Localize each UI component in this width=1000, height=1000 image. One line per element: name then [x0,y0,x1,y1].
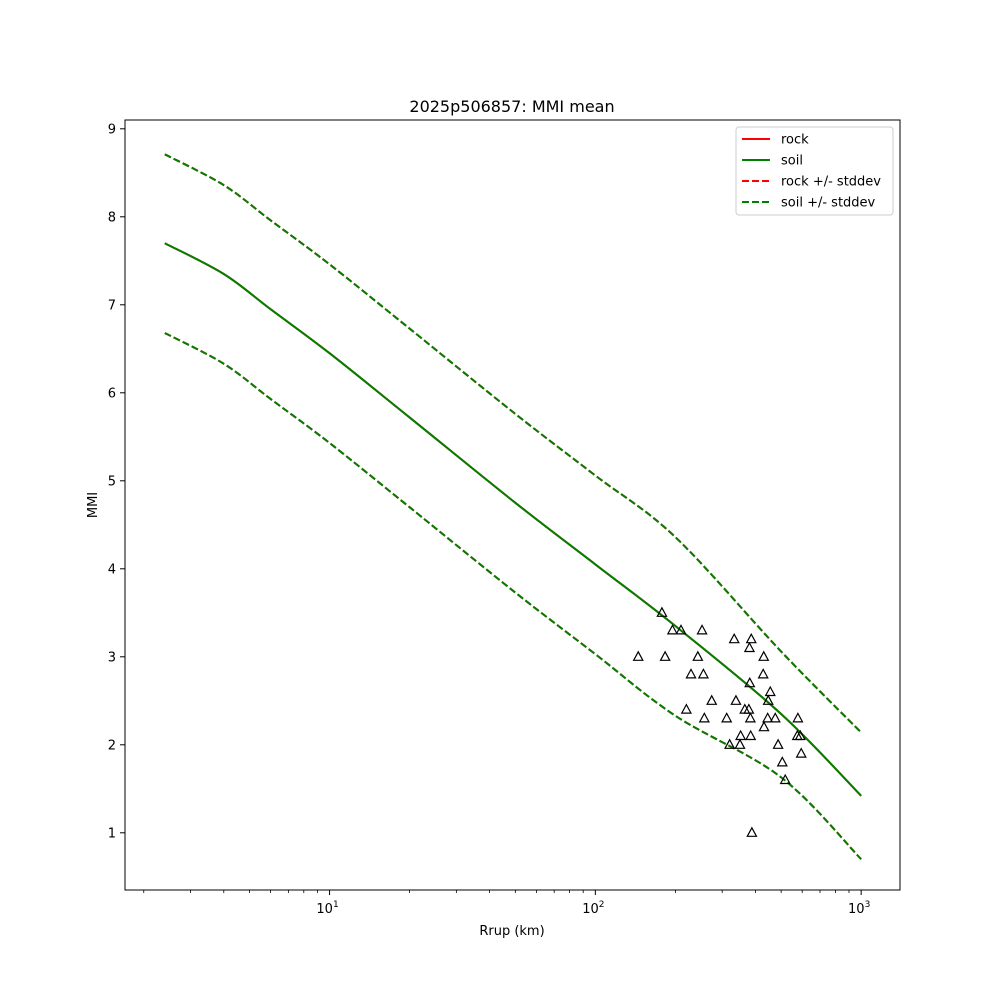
series-line-2 [164,242,862,797]
series-line-4-upper [164,153,862,734]
observation-point [692,650,704,661]
observation-point [794,729,806,741]
observation-point [698,712,710,723]
observation-point [764,685,776,697]
y-tick-label: 6 [108,386,116,401]
observation-point [758,650,770,661]
chart-title: 2025p506857: MMI mean [409,97,614,116]
series-line-4-lower [164,332,862,860]
observation-point [795,747,807,758]
x-tick-label: 103 [848,900,870,917]
observation-point [721,712,733,723]
x-tick-label: 102 [582,900,604,917]
legend-label: rock [781,133,809,148]
observation-point [735,729,747,741]
observation-point [743,703,755,714]
plot-frame [124,119,901,891]
observation-point [656,606,668,617]
observation-point [728,632,740,644]
y-tick-label: 3 [108,650,116,665]
axes-layer: 1 2 3 4 5 6 7 8 9 101 102 103 [108,119,901,917]
observation-point [758,720,770,732]
observation-point [744,712,756,723]
y-tick-label: 5 [108,474,116,489]
observation-point [745,632,757,644]
y-tick-label: 7 [108,298,116,313]
observation-point [769,712,781,723]
observation-point [746,826,758,837]
observation-point [730,694,742,705]
observation-point [734,738,746,749]
observation-point [675,624,687,635]
legend: rock soil rock +/- stddev soil +/- stddev [735,126,894,216]
observation-point [743,641,756,653]
observation-point [772,738,784,749]
legend-label: rock +/- stddev [781,175,881,190]
observation-point [685,668,697,679]
observation-point [706,694,718,705]
observation-point [696,624,708,635]
observation-point [659,650,671,661]
plot-content [164,153,862,860]
observation-point [697,668,710,679]
observation-point [762,712,774,723]
y-tick-label: 9 [108,122,116,137]
plot-clipped-group [164,153,862,860]
observation-point [779,773,791,785]
observation-point [776,756,788,767]
observation-point [744,676,756,688]
y-tick-label: 4 [108,562,116,577]
observation-point [666,624,679,635]
legend-label: soil +/- stddev [781,196,876,211]
legend-box [735,126,894,216]
y-tick-label: 2 [108,738,116,753]
observation-point [680,703,692,714]
observation-point [762,694,774,705]
y-tick-label: 8 [108,210,116,225]
observation-point [632,650,644,661]
observation-point [745,729,757,741]
y-axis-label: MMI [86,492,101,518]
observation-point [792,712,804,723]
x-tick-label: 101 [316,900,338,917]
observation-point [757,668,769,679]
x-axis-label: Rrup (km) [479,924,544,939]
legend-label: soil [781,154,803,169]
y-tick-label: 1 [108,826,116,841]
observation-point [724,738,736,749]
